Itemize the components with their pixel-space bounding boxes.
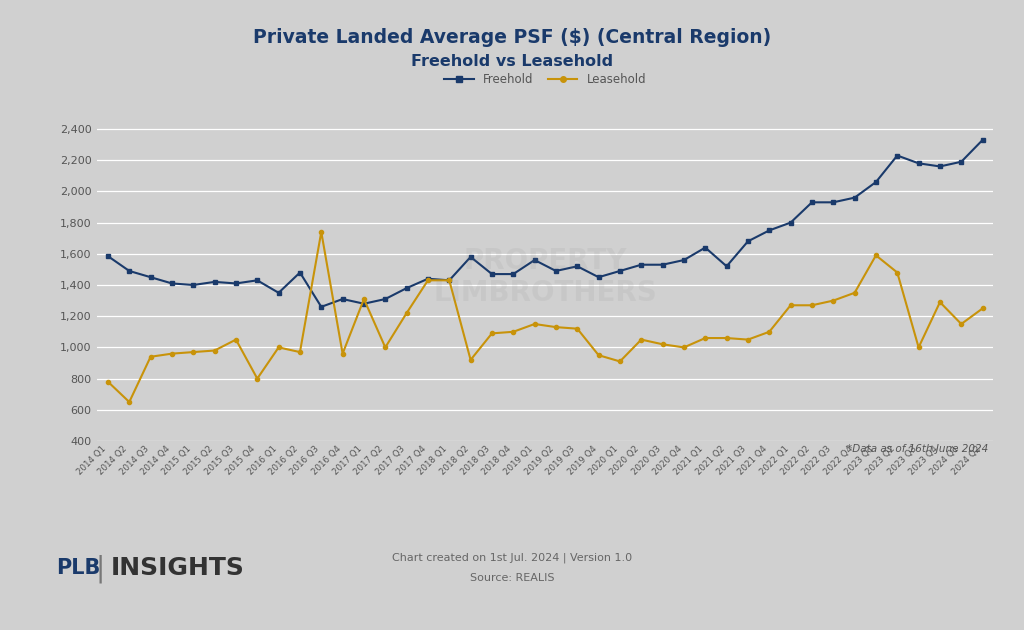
- Text: Chart created on 1st Jul. 2024 | Version 1.0: Chart created on 1st Jul. 2024 | Version…: [392, 553, 632, 563]
- Text: |: |: [95, 554, 105, 583]
- Text: Source: REALIS: Source: REALIS: [470, 573, 554, 583]
- Legend: Freehold, Leasehold: Freehold, Leasehold: [439, 69, 651, 91]
- Text: Freehold vs Leasehold: Freehold vs Leasehold: [411, 54, 613, 69]
- Text: INSIGHTS: INSIGHTS: [111, 556, 245, 580]
- Text: PLB: PLB: [56, 558, 100, 578]
- Text: *Data as of 16th June 2024: *Data as of 16th June 2024: [847, 444, 988, 454]
- Text: PROPERTY
LIMBROTHERS: PROPERTY LIMBROTHERS: [433, 247, 657, 307]
- Text: Private Landed Average PSF ($) (Central Region): Private Landed Average PSF ($) (Central …: [253, 28, 771, 47]
